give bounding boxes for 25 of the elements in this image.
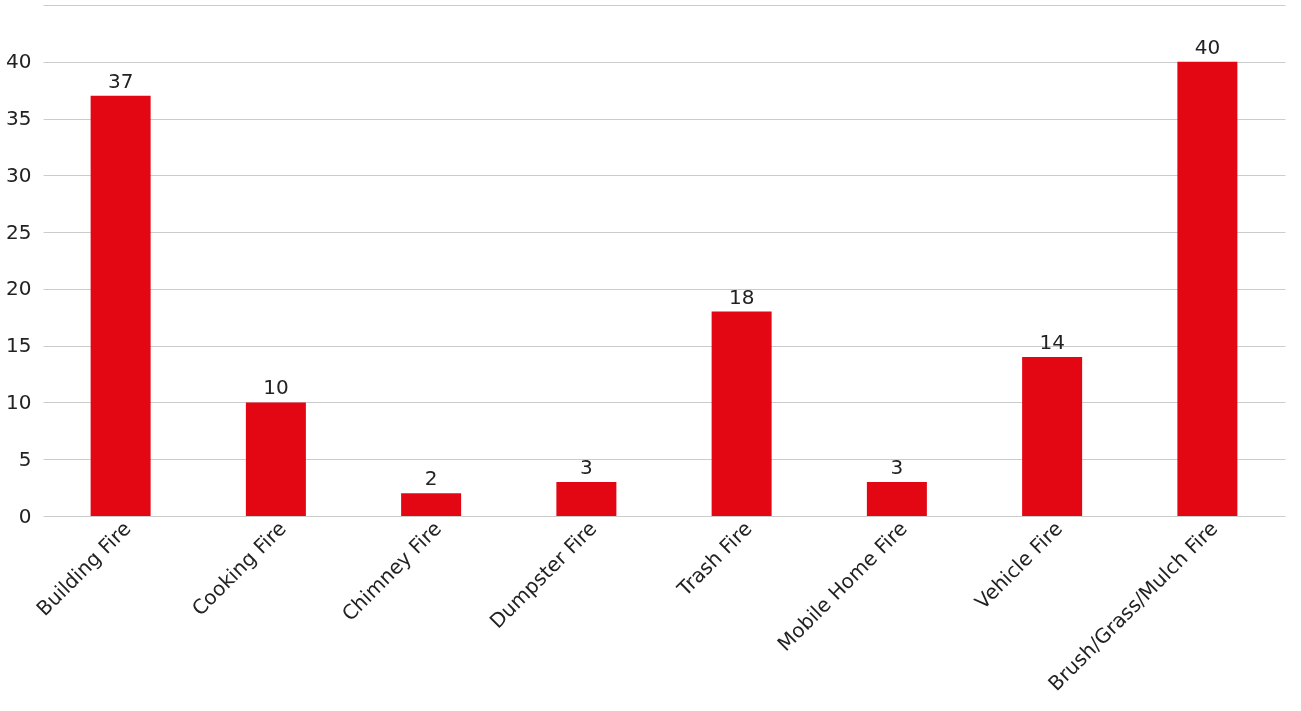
bar <box>245 402 306 516</box>
data-label: 37 <box>107 68 134 93</box>
data-label: 3 <box>890 454 904 479</box>
y-tick-label: 5 <box>18 446 32 471</box>
y-tick-label: 10 <box>6 389 32 414</box>
bar <box>401 493 462 516</box>
y-tick-label: 0 <box>18 503 32 528</box>
y-tick-label: 40 <box>6 49 32 74</box>
bar <box>1177 61 1238 516</box>
y-tick-label: 20 <box>6 276 32 301</box>
data-label: 2 <box>424 466 438 491</box>
bar <box>1022 357 1083 516</box>
bar <box>90 95 151 516</box>
data-label: 18 <box>728 284 755 309</box>
bar <box>711 311 772 516</box>
data-label: 14 <box>1039 330 1065 355</box>
y-tick-label: 35 <box>6 106 32 131</box>
y-tick-label: 25 <box>6 219 32 244</box>
data-label: 3 <box>580 454 593 479</box>
y-tick-label: 15 <box>6 333 32 358</box>
y-tick-label: 30 <box>6 162 32 187</box>
bar <box>556 481 617 516</box>
bar <box>866 481 927 516</box>
data-label: 10 <box>263 375 289 400</box>
data-label: 40 <box>1194 34 1221 59</box>
